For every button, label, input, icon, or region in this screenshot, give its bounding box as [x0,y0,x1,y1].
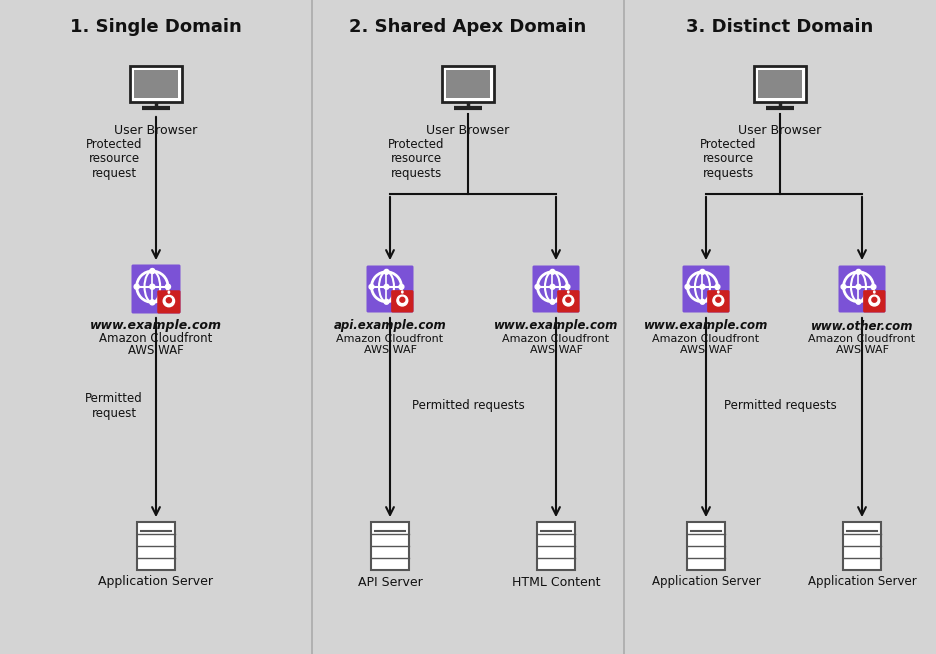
Text: Permitted
request: Permitted request [85,392,143,420]
Circle shape [715,284,720,289]
Text: Application Server: Application Server [651,576,760,589]
Bar [371,522,409,570]
Text: api.example.com: api.example.com [333,320,446,332]
Circle shape [550,269,555,274]
Circle shape [566,298,571,302]
Text: Permitted requests: Permitted requests [724,400,837,413]
Text: Protected
resource
requests: Protected resource requests [388,137,445,181]
FancyBboxPatch shape [131,264,181,313]
Text: Amazon Cloudfront: Amazon Cloudfront [809,334,915,344]
FancyBboxPatch shape [682,266,729,313]
Circle shape [871,284,876,289]
Text: 1. Single Domain: 1. Single Domain [70,18,241,36]
Circle shape [550,284,555,289]
Circle shape [871,298,877,302]
Circle shape [700,300,705,304]
Circle shape [397,295,408,306]
Circle shape [713,295,724,306]
Text: Protected
resource
request: Protected resource request [86,137,142,181]
Text: User Browser: User Browser [427,124,509,137]
Text: 2. Shared Apex Domain: 2. Shared Apex Domain [349,18,587,36]
Circle shape [869,295,880,306]
Bar [137,522,175,570]
Circle shape [856,300,861,304]
Text: AWS WAF: AWS WAF [363,345,417,355]
Circle shape [550,300,555,304]
Circle shape [856,269,861,274]
Circle shape [700,284,705,289]
Text: Amazon Cloudfront: Amazon Cloudfront [336,334,444,344]
Text: www.example.com: www.example.com [494,320,618,332]
FancyBboxPatch shape [533,266,579,313]
Circle shape [685,284,690,289]
Text: API Server: API Server [358,576,422,589]
FancyBboxPatch shape [367,266,414,313]
FancyBboxPatch shape [863,290,885,313]
Text: AWS WAF: AWS WAF [128,343,183,356]
Circle shape [563,295,574,306]
Circle shape [400,298,404,302]
Circle shape [716,298,721,302]
Bar [754,66,806,102]
Circle shape [856,284,861,289]
Bar [758,70,802,98]
FancyBboxPatch shape [157,290,181,313]
Text: www.example.com: www.example.com [644,320,768,332]
Text: User Browser: User Browser [114,124,197,137]
Circle shape [369,284,374,289]
Circle shape [166,284,170,289]
Text: Amazon Cloudfront: Amazon Cloudfront [99,332,212,345]
Bar [442,66,494,102]
Text: www.other.com: www.other.com [811,320,914,332]
Text: Amazon Cloudfront: Amazon Cloudfront [652,334,759,344]
Circle shape [163,296,174,307]
Text: AWS WAF: AWS WAF [680,345,733,355]
Text: Application Server: Application Server [98,576,213,589]
Circle shape [384,284,388,289]
Bar [537,522,575,570]
Circle shape [150,300,154,305]
Circle shape [150,269,154,273]
Text: HTML Content: HTML Content [512,576,600,589]
FancyBboxPatch shape [707,290,729,313]
Circle shape [700,269,705,274]
Circle shape [535,284,540,289]
Text: Permitted requests: Permitted requests [412,400,524,413]
Text: Application Server: Application Server [808,576,916,589]
Circle shape [565,284,570,289]
Bar [843,522,881,570]
Text: 3. Distinct Domain: 3. Distinct Domain [686,18,873,36]
Text: User Browser: User Browser [739,124,822,137]
Circle shape [167,298,171,303]
FancyBboxPatch shape [839,266,885,313]
Bar [446,70,490,98]
Circle shape [841,284,846,289]
Bar [130,66,182,102]
FancyBboxPatch shape [391,290,414,313]
Circle shape [384,300,388,304]
Text: AWS WAF: AWS WAF [530,345,582,355]
Circle shape [399,284,403,289]
Text: AWS WAF: AWS WAF [836,345,888,355]
Bar [134,70,178,98]
Bar [687,522,725,570]
Text: Protected
resource
requests: Protected resource requests [700,137,756,181]
Circle shape [150,284,154,289]
Circle shape [384,269,388,274]
FancyBboxPatch shape [557,290,579,313]
Circle shape [134,284,139,289]
Text: Amazon Cloudfront: Amazon Cloudfront [503,334,609,344]
Text: www.example.com: www.example.com [90,320,222,332]
